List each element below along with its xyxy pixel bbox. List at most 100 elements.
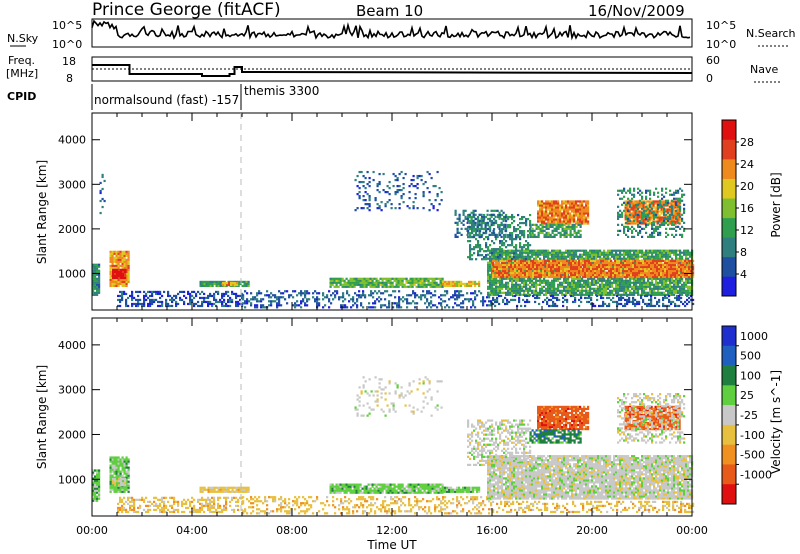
power-cell [487, 275, 490, 278]
power-cell [356, 298, 359, 301]
power-cell [227, 294, 230, 298]
power-cell [151, 298, 154, 302]
power-cell [340, 306, 343, 309]
power-cell [125, 274, 128, 277]
power-cell [369, 279, 372, 282]
power-cell [538, 261, 541, 265]
power-cell [555, 255, 558, 258]
power-cell [589, 249, 592, 252]
power-cell [579, 212, 582, 215]
power-cell [630, 267, 633, 271]
power-cell [571, 206, 574, 209]
power-cell [539, 253, 542, 256]
power-cell [616, 265, 619, 269]
power-cell [547, 251, 550, 254]
power-cell [642, 259, 645, 263]
power-cell [125, 270, 128, 273]
power-cell [424, 302, 427, 305]
power-cell [603, 253, 606, 256]
power-cell [567, 255, 570, 258]
power-cell [509, 238, 512, 241]
power-cell [571, 289, 574, 292]
power-cell [599, 249, 602, 252]
power-cell [112, 276, 115, 280]
power-cell [597, 255, 600, 258]
power-cell [507, 236, 510, 239]
power-cell [567, 200, 570, 203]
power-cell [636, 261, 639, 265]
power-cell [431, 279, 434, 282]
power-cell [539, 257, 542, 260]
power-cell [673, 251, 676, 254]
power-cell [556, 267, 559, 271]
power-cell [474, 284, 477, 288]
power-cell [411, 277, 414, 280]
power-cell [611, 277, 614, 280]
power-cell [571, 225, 574, 228]
power-cell [406, 302, 409, 305]
power-cell [587, 200, 590, 203]
power-cell [355, 281, 358, 284]
power-cell [262, 298, 265, 301]
power-cell [604, 265, 607, 269]
power-cell [557, 214, 560, 217]
power-cell [601, 289, 604, 292]
power-cell [636, 271, 639, 275]
power-cell [653, 257, 656, 260]
power-cell [137, 304, 140, 308]
power-cell [296, 304, 299, 307]
power-cell [629, 289, 632, 292]
power-cell [616, 261, 619, 265]
power-cell [428, 290, 431, 293]
power-cell [396, 302, 399, 305]
power-cell [650, 275, 653, 279]
power-cell [621, 283, 624, 286]
power-cell [511, 279, 514, 282]
power-cell [631, 277, 634, 280]
power-cell [649, 257, 652, 260]
power-cell [642, 271, 645, 275]
power-cell [591, 251, 594, 254]
power-cell [672, 275, 675, 279]
power-cell [678, 275, 681, 279]
power-cell [386, 290, 389, 293]
power-cell [507, 285, 510, 288]
power-cell [333, 279, 336, 282]
power-cell [511, 234, 514, 237]
power-cell [524, 265, 527, 269]
power-cell [353, 283, 356, 286]
power-cell [597, 251, 600, 254]
power-cell [656, 259, 659, 263]
power-cell [656, 275, 659, 279]
power-cell [379, 283, 382, 286]
power-cell [660, 259, 663, 263]
power-cell [626, 206, 629, 209]
power-cell [211, 302, 214, 306]
power-cell [472, 302, 475, 305]
power-cell [579, 206, 582, 209]
power-cell [611, 291, 614, 294]
power-cell [213, 302, 216, 306]
power-cell [602, 265, 605, 269]
power-cell [586, 269, 589, 273]
power-cell [526, 265, 529, 269]
power-cell [615, 277, 618, 280]
power-cell [553, 253, 556, 256]
power-cell [684, 263, 687, 267]
power-cell [559, 223, 562, 226]
power-cell [491, 252, 494, 255]
power-cell [651, 293, 654, 296]
power-cell [579, 202, 582, 205]
power-cell [648, 271, 651, 275]
power-cell [355, 277, 358, 280]
power-cell [554, 263, 557, 267]
power-cell [569, 227, 572, 230]
power-cell [433, 281, 436, 284]
power-cell [527, 234, 530, 237]
power-cell [181, 298, 184, 302]
power-cell [482, 300, 485, 303]
power-cell [477, 234, 480, 237]
power-cell [689, 293, 692, 296]
power-cell [397, 285, 400, 288]
power-cell [545, 212, 548, 215]
